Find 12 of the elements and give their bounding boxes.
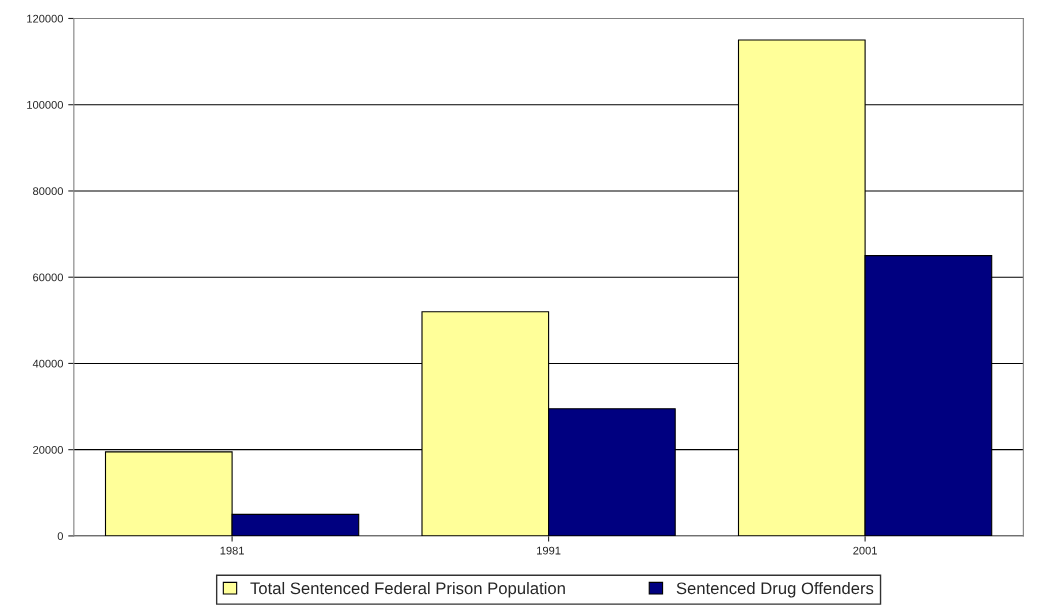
- x-tick-label: 1981: [220, 546, 244, 555]
- x-tick-label: 1991: [537, 546, 561, 555]
- y-tick-label: 60000: [33, 273, 63, 282]
- y-tick-label: 20000: [33, 445, 63, 454]
- y-tick-label: 100000: [27, 100, 63, 109]
- y-tick-label: 120000: [27, 14, 63, 23]
- x-tick-label: 2001: [853, 546, 877, 555]
- y-tick-label: 80000: [33, 187, 63, 196]
- legend-label: Sentenced Drug Offenders: [676, 581, 874, 598]
- y-tick-label: 40000: [32, 359, 63, 368]
- y-tick-label: 0: [57, 532, 63, 541]
- legend-label: Total Sentenced Federal Prison Population: [250, 581, 565, 598]
